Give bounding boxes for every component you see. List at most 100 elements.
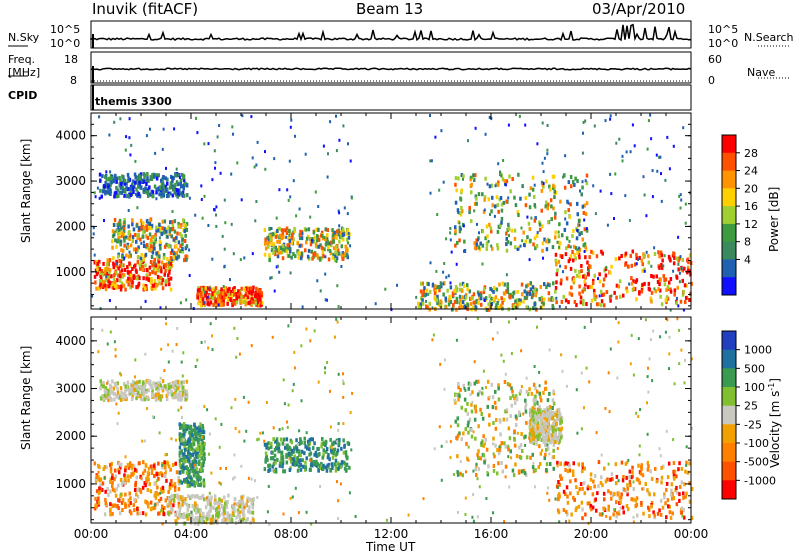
power-cell (119, 264, 122, 269)
power-cell (421, 301, 425, 306)
velocity-cell (279, 461, 282, 466)
power-cell (475, 196, 478, 201)
velocity-cell (472, 430, 475, 434)
power-cell (584, 245, 587, 250)
power-cell (567, 300, 570, 305)
velocity-cell (161, 522, 164, 526)
velocity-cell (183, 455, 186, 460)
power-cell (601, 293, 604, 297)
velocity-cell (676, 490, 679, 495)
power-cell (151, 173, 154, 178)
velocity-cell (558, 439, 561, 444)
power-cell (153, 174, 156, 179)
velocity-cell (639, 408, 642, 411)
power-cell (154, 151, 157, 155)
power-cell (660, 263, 663, 267)
power-cell (243, 287, 246, 292)
velocity-cell (546, 412, 549, 417)
power-cell (589, 264, 592, 269)
power-cell (142, 283, 145, 288)
velocity-cell (190, 429, 193, 434)
velocity-cell (638, 453, 641, 457)
power-cell (172, 238, 175, 242)
velocity-cell (107, 399, 110, 403)
velocity-cell (238, 499, 242, 504)
velocity-cell (192, 459, 196, 464)
velocity-cell (625, 490, 628, 494)
power-cell (104, 278, 108, 283)
velocity-cell (551, 410, 554, 415)
velocity-cell (202, 459, 206, 464)
velocity-cell (345, 456, 349, 461)
velocity-cell (456, 472, 460, 477)
velocity-cell (166, 461, 170, 466)
velocity-cell (285, 437, 289, 442)
velocity-cell (348, 465, 351, 470)
power-cell (458, 238, 461, 243)
velocity-cell (494, 405, 498, 410)
velocity-cell (538, 408, 541, 413)
velocity-cell (283, 469, 287, 474)
power-cell (123, 268, 127, 272)
velocity-cell (581, 516, 584, 521)
velocity-cell (130, 472, 133, 477)
power-cell (226, 301, 229, 306)
velocity-cell (564, 461, 568, 466)
power-cell (536, 288, 538, 292)
power-cell (117, 193, 120, 198)
velocity-cell (612, 512, 615, 517)
velocity-cell (529, 418, 532, 422)
power-cell (606, 223, 609, 227)
velocity-cell (663, 492, 666, 497)
velocity-cell (281, 455, 285, 460)
power-cell (147, 226, 151, 231)
power-cell (580, 264, 583, 268)
velocity-cell (593, 474, 597, 478)
power-cell (108, 299, 111, 302)
velocity-cell (566, 469, 570, 474)
power-cell (289, 249, 292, 254)
power-cell (322, 254, 325, 258)
velocity-cell (454, 392, 457, 397)
velocity-cell (538, 370, 541, 374)
velocity-cell (493, 454, 496, 459)
velocity-cell (540, 410, 543, 415)
velocity-cell (164, 453, 167, 457)
power-cell (524, 203, 528, 208)
power-cell (266, 241, 270, 246)
velocity-cell (218, 481, 221, 485)
power-cell (196, 295, 200, 300)
power-cell (429, 289, 432, 294)
power-cell (581, 237, 584, 242)
velocity-cell (665, 429, 668, 433)
velocity-cell (322, 463, 325, 468)
power-cell (455, 307, 458, 312)
power-cell (153, 278, 157, 283)
power-cell (195, 116, 198, 120)
velocity-cell (191, 463, 195, 468)
power-cell (154, 239, 157, 244)
power-cell (682, 126, 685, 130)
power-cell (572, 244, 576, 249)
velocity-cell (201, 430, 204, 435)
power-cell (139, 172, 143, 177)
power-cell (200, 292, 203, 297)
velocity-cell (189, 475, 192, 480)
velocity-cell (266, 510, 269, 514)
velocity-cell (492, 421, 495, 425)
power-cell (524, 239, 527, 244)
velocity-cell (199, 428, 202, 433)
velocity-cell (188, 470, 191, 475)
power-cell (116, 238, 120, 243)
velocity-cell (178, 445, 182, 450)
velocity-cell (188, 481, 191, 486)
velocity-cell (178, 422, 181, 427)
power-cell (669, 289, 673, 294)
power-cell (478, 296, 481, 301)
power-cell (488, 294, 491, 299)
power-cell (301, 305, 304, 309)
power-cell (471, 175, 474, 180)
power-cell (126, 193, 129, 198)
velocity-cell (544, 386, 548, 391)
power-cell (517, 213, 520, 217)
